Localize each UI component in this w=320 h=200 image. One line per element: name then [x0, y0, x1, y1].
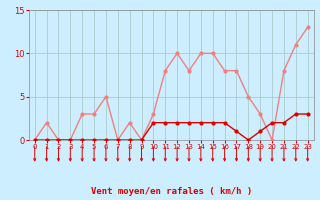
Text: Vent moyen/en rafales ( km/h ): Vent moyen/en rafales ( km/h ): [91, 187, 252, 196]
